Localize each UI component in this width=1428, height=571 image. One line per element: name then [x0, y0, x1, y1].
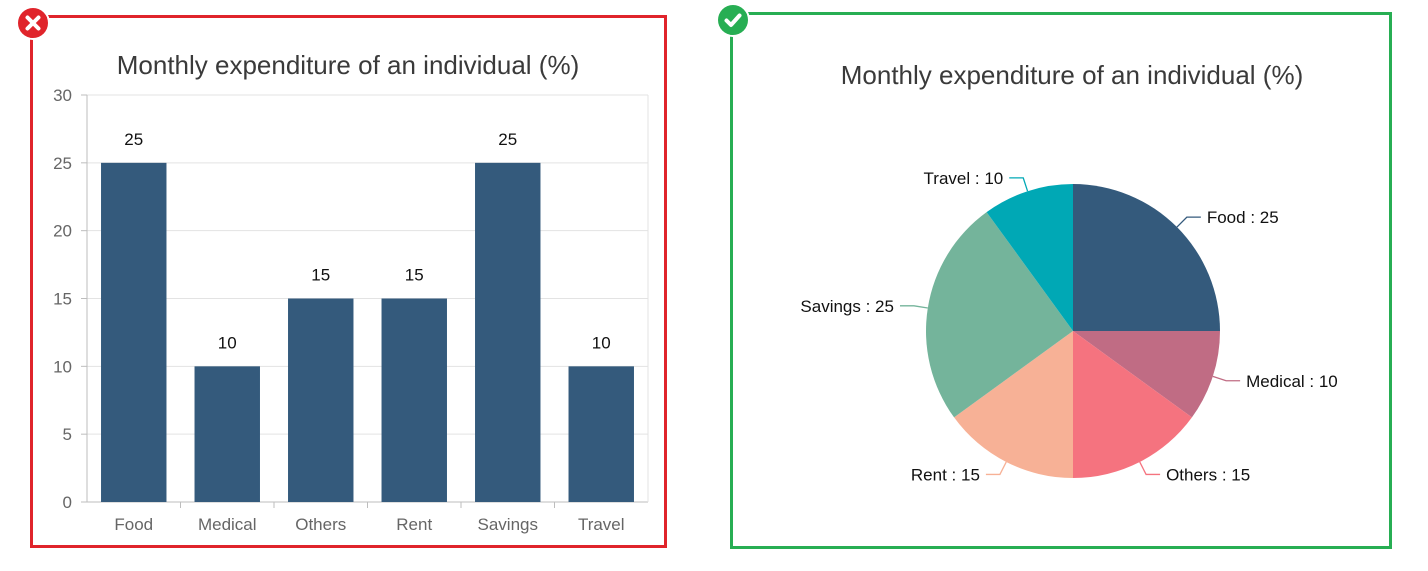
y-tick-label: 20	[53, 222, 72, 241]
bar	[288, 298, 354, 502]
pie-slice-label: Others : 15	[1166, 465, 1250, 484]
pie-slice	[1073, 331, 1220, 418]
bar-data-label: 15	[311, 266, 330, 285]
pie-slice-label: Rent : 15	[911, 465, 980, 484]
y-tick-label: 25	[53, 154, 72, 173]
bar	[475, 162, 541, 503]
y-tick-label: 0	[63, 493, 72, 512]
bar-data-label: 25	[498, 130, 517, 149]
pie-slice	[926, 212, 1073, 418]
pie-slice-label: Food : 25	[1207, 208, 1279, 227]
y-tick-label: 5	[63, 425, 72, 444]
bar-data-label: 25	[124, 130, 143, 149]
y-tick-label: 10	[53, 357, 72, 376]
pie-leader-line	[1212, 375, 1241, 382]
x-tick-label: Savings	[478, 515, 538, 534]
pie-slice-label: Savings : 25	[800, 297, 894, 316]
pie-slice	[1073, 184, 1220, 331]
pie-leader-line	[899, 305, 928, 309]
x-tick-label: Food	[114, 515, 153, 534]
bar	[194, 366, 260, 502]
bar-chart: Monthly expenditure of an individual (%)…	[53, 50, 649, 534]
bar-data-label: 10	[592, 333, 611, 352]
incorrect-example-frame	[30, 15, 667, 548]
bar-chart-title: Monthly expenditure of an individual (%)	[117, 50, 579, 80]
pie-slice-label: Travel : 10	[924, 169, 1004, 188]
pie-leader-line	[1139, 461, 1161, 476]
x-tick-label: Travel	[578, 515, 625, 534]
pie-leader-line	[1176, 216, 1201, 228]
pie-slice	[986, 184, 1073, 331]
y-tick-label: 30	[53, 86, 72, 105]
x-tick-label: Medical	[198, 515, 257, 534]
pie-chart-title: Monthly expenditure of an individual (%)	[841, 60, 1303, 90]
pie-chart: Monthly expenditure of an individual (%)…	[800, 60, 1338, 484]
bar-data-label: 10	[218, 333, 237, 352]
correct-example-frame	[730, 12, 1392, 549]
bar	[568, 366, 634, 502]
cross-icon	[16, 6, 50, 40]
pie-slice	[954, 331, 1073, 478]
bar	[381, 298, 447, 502]
check-icon	[716, 3, 750, 37]
x-tick-label: Rent	[396, 515, 432, 534]
pie-leader-line	[985, 461, 1007, 476]
pie-slice	[1073, 331, 1192, 478]
bar-data-label: 15	[405, 266, 424, 285]
y-tick-label: 15	[53, 290, 72, 309]
bar	[101, 162, 167, 503]
pie-slice-label: Medical : 10	[1246, 372, 1338, 391]
pie-leader-line	[1009, 177, 1029, 192]
x-tick-label: Others	[295, 515, 346, 534]
